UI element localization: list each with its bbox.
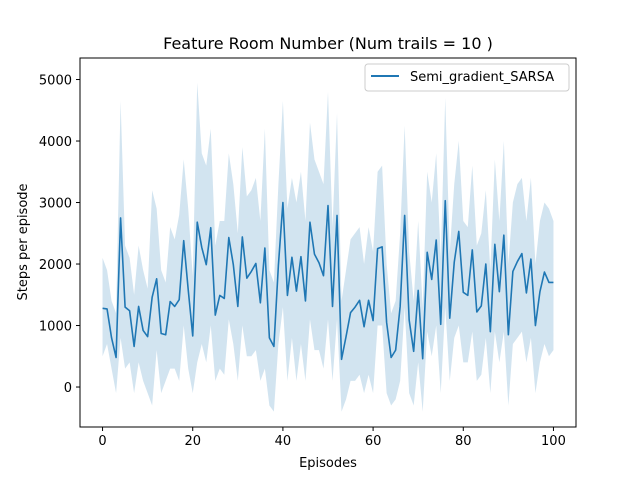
- confidence-band-series-0: [102, 82, 554, 412]
- x-axis-label: Episodes: [299, 456, 357, 471]
- y-tick-label: 1000: [39, 320, 72, 335]
- y-tick-label: 4000: [39, 135, 72, 150]
- x-tick-label: 0: [98, 434, 106, 449]
- series-line-layer: [102, 199, 554, 361]
- axes-frame: [79, 57, 577, 428]
- x-tick-label: 100: [541, 434, 566, 449]
- y-tick-label: 5000: [39, 74, 72, 89]
- y-axis-ticks: 0 1000 2000 3000 4000 5000: [39, 74, 80, 396]
- x-axis-ticks: 0 20 40 60 80 100: [98, 427, 566, 449]
- legend: Semi_gradient_SARSA: [364, 63, 570, 92]
- legend-label: Semi_gradient_SARSA: [410, 70, 554, 85]
- chart-title: Feature Room Number (Num trails = 10 ): [163, 34, 493, 53]
- x-tick-label: 80: [455, 434, 472, 449]
- y-tick-label: 0: [64, 381, 72, 396]
- series-line-0: [102, 199, 554, 361]
- confidence-band-layer: [102, 82, 554, 412]
- x-tick-label: 40: [275, 434, 292, 449]
- y-tick-label: 2000: [39, 258, 72, 273]
- x-tick-label: 20: [184, 434, 201, 449]
- y-tick-label: 3000: [39, 197, 72, 212]
- y-axis-label: Steps per episode: [16, 183, 31, 300]
- x-tick-label: 60: [365, 434, 382, 449]
- legend-box: [364, 63, 570, 92]
